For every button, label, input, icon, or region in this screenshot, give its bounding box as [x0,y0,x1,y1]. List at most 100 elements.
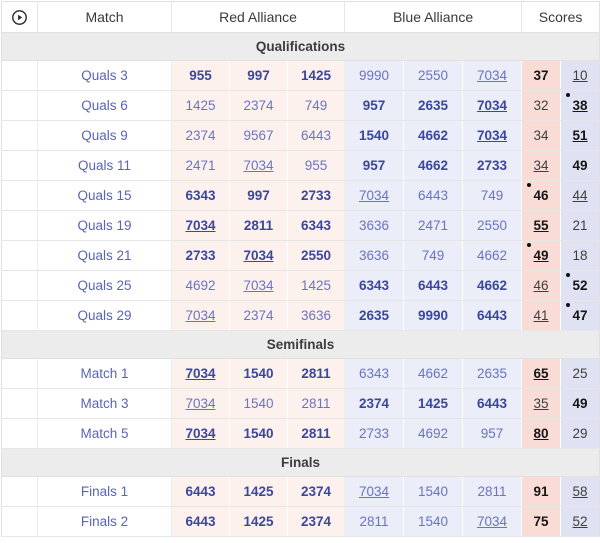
red-team-number[interactable]: 955 [189,68,212,83]
match-link[interactable]: Quals 3 [81,68,128,83]
red-team-number[interactable]: 1540 [243,366,273,381]
blue-team-number[interactable]: 1425 [418,396,448,411]
blue-team-number[interactable]: 2811 [360,514,389,529]
match-link[interactable]: Quals 15 [77,188,131,203]
red-team-number[interactable]: 2374 [301,484,331,499]
match-link[interactable]: Finals 1 [81,484,128,499]
blue-team-number[interactable]: 6343 [359,366,389,381]
blue-team-number[interactable]: 2471 [418,218,448,233]
blue-team-number[interactable]: 957 [363,158,386,173]
red-team-number[interactable]: 9567 [243,128,273,143]
red-team-number[interactable]: 2733 [185,248,215,263]
blue-team-number[interactable]: 6343 [359,278,389,293]
red-team-number[interactable]: 6443 [185,514,215,529]
blue-team-number[interactable]: 957 [481,426,504,441]
blue-team-number[interactable]: 2635 [418,98,448,113]
red-team-number[interactable]: 6443 [301,128,331,143]
red-team-number[interactable]: 7034 [243,248,273,263]
blue-team-number[interactable]: 749 [422,248,445,263]
blue-team-number[interactable]: 4662 [477,248,507,263]
blue-team-number[interactable]: 1540 [359,128,389,143]
red-team-number[interactable]: 2374 [185,128,215,143]
match-link[interactable]: Match 1 [80,366,128,381]
red-team-number[interactable]: 1425 [185,98,215,113]
red-team-number[interactable]: 7034 [185,366,215,381]
blue-team-number[interactable]: 957 [363,98,386,113]
red-team-number[interactable]: 1425 [243,484,273,499]
blue-team-number[interactable]: 2635 [477,366,507,381]
blue-team-number[interactable]: 6443 [477,308,507,323]
blue-team-number[interactable]: 2374 [359,396,389,411]
red-team-number[interactable]: 1540 [243,396,273,411]
red-team-number[interactable]: 997 [247,188,270,203]
red-team-number[interactable]: 6343 [301,218,331,233]
match-link[interactable]: Match 3 [80,396,128,411]
match-link[interactable]: Match 5 [80,426,128,441]
red-team-number[interactable]: 2811 [302,396,331,411]
red-team-number[interactable]: 6343 [185,188,215,203]
match-link[interactable]: Quals 6 [81,98,128,113]
blue-team-number[interactable]: 6443 [418,278,448,293]
blue-team-number[interactable]: 7034 [477,514,507,529]
red-team-number[interactable]: 7034 [185,218,215,233]
match-link[interactable]: Quals 29 [77,308,131,323]
red-team-number[interactable]: 1540 [243,426,273,441]
red-team-number[interactable]: 2374 [243,98,273,113]
blue-team-number[interactable]: 2811 [478,484,507,499]
match-link[interactable]: Quals 25 [77,278,131,293]
blue-team-number[interactable]: 2733 [477,158,507,173]
blue-team-number[interactable]: 2635 [359,308,389,323]
red-team-number[interactable]: 1425 [301,278,331,293]
blue-team-number[interactable]: 1540 [418,514,448,529]
blue-team-number[interactable]: 1540 [418,484,448,499]
red-team-number[interactable]: 2550 [301,248,331,263]
red-team-number[interactable]: 7034 [185,396,215,411]
red-team-number[interactable]: 997 [247,68,270,83]
match-link[interactable]: Quals 11 [78,158,131,173]
red-team-number[interactable]: 2733 [301,188,331,203]
blue-team-number[interactable]: 4662 [477,278,507,293]
blue-team-number[interactable]: 749 [481,188,504,203]
red-team-number[interactable]: 1425 [243,514,273,529]
match-row: Quals 395599714259990255070343710 [2,61,600,91]
red-team-number[interactable]: 2811 [244,218,273,233]
blue-team-number[interactable]: 7034 [477,128,507,143]
match-link[interactable]: Quals 9 [81,128,128,143]
blue-team-number[interactable]: 2550 [477,218,507,233]
blue-team-number[interactable]: 7034 [477,98,507,113]
red-team-number[interactable]: 1425 [301,68,331,83]
blue-team-number[interactable]: 4662 [418,366,448,381]
red-team-number[interactable]: 6443 [185,484,215,499]
blue-team-cell: 957 [345,91,404,121]
blue-team-number[interactable]: 6443 [477,396,507,411]
blue-team-number[interactable]: 7034 [477,68,507,83]
red-team-number[interactable]: 2811 [301,426,330,441]
red-team-number[interactable]: 2811 [301,366,330,381]
blue-team-number[interactable]: 9990 [418,308,448,323]
match-link[interactable]: Quals 21 [77,248,131,263]
red-team-number[interactable]: 7034 [243,278,273,293]
blue-team-number[interactable]: 4692 [418,426,448,441]
match-link[interactable]: Finals 2 [81,514,128,529]
red-team-number[interactable]: 2471 [185,158,215,173]
blue-team-number[interactable]: 3636 [359,218,389,233]
red-team-number[interactable]: 2374 [301,514,331,529]
blue-team-number[interactable]: 7034 [359,188,389,203]
red-team-number[interactable]: 955 [305,158,328,173]
blue-team-number[interactable]: 9990 [359,68,389,83]
red-team-number[interactable]: 4692 [185,278,215,293]
red-team-number[interactable]: 7034 [243,158,273,173]
blue-team-number[interactable]: 4662 [418,128,448,143]
red-team-number[interactable]: 7034 [185,426,215,441]
blue-team-number[interactable]: 3636 [359,248,389,263]
blue-team-number[interactable]: 2733 [359,426,389,441]
red-team-number[interactable]: 749 [305,98,328,113]
red-team-number[interactable]: 3636 [301,308,331,323]
match-link[interactable]: Quals 19 [77,218,131,233]
blue-team-number[interactable]: 2550 [418,68,448,83]
blue-team-number[interactable]: 6443 [418,188,448,203]
blue-team-number[interactable]: 4662 [418,158,448,173]
red-team-number[interactable]: 7034 [185,308,215,323]
red-team-number[interactable]: 2374 [243,308,273,323]
blue-team-number[interactable]: 7034 [359,484,389,499]
